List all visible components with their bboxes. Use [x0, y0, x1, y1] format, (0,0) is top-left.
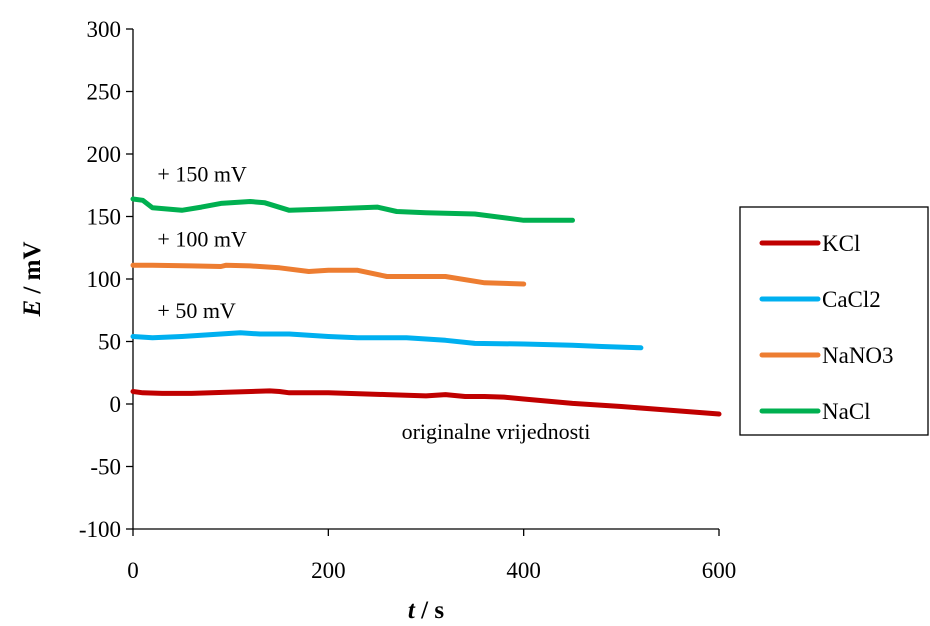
series-layer	[130, 196, 722, 417]
y-tick-label: 100	[87, 267, 122, 292]
series-line-kcl	[130, 388, 722, 417]
annotation-label: + 50 mV	[157, 298, 236, 323]
legend: KCl CaCl2 NaNO3 NaCl	[739, 206, 929, 436]
legend-label-kcl: KCl	[822, 231, 860, 256]
legend-label-cacl2: CaCl2	[822, 287, 881, 312]
x-tick-label: 200	[311, 558, 346, 583]
y-tick-label: 300	[87, 17, 122, 42]
x-axis-label: t / s	[408, 597, 444, 624]
series-line-cacl2	[130, 330, 644, 351]
x-tick-label: 400	[506, 558, 541, 583]
legend-label-nano3: NaNO3	[822, 343, 894, 368]
x-tick-label: 0	[127, 558, 139, 583]
y-tick-label: -100	[79, 517, 121, 542]
legend-label-nacl: NaCl	[822, 399, 871, 424]
y-tick-label: 150	[87, 205, 122, 230]
x-ticks: 0 200 400 600	[127, 529, 736, 583]
y-tick-label: 50	[98, 330, 121, 355]
y-ticks: -100 -50 0 50 100 150 200 250 300	[79, 17, 133, 542]
y-axis-label: E / mV	[19, 241, 46, 317]
annotation-label: + 150 mV	[157, 162, 247, 187]
x-tick-label: 600	[702, 558, 737, 583]
y-tick-label: 250	[87, 80, 122, 105]
annotation-label: + 100 mV	[157, 227, 247, 252]
series-line-nano3	[130, 262, 527, 287]
annotation-label: originalne vrijednosti	[402, 419, 591, 444]
y-tick-label: 200	[87, 142, 122, 167]
y-tick-label: 0	[110, 392, 122, 417]
series-line-nacl	[130, 196, 575, 223]
y-tick-label: -50	[90, 455, 121, 480]
annotation-layer: + 150 mV + 100 mV + 50 mV originalne vrijed…	[157, 162, 590, 445]
